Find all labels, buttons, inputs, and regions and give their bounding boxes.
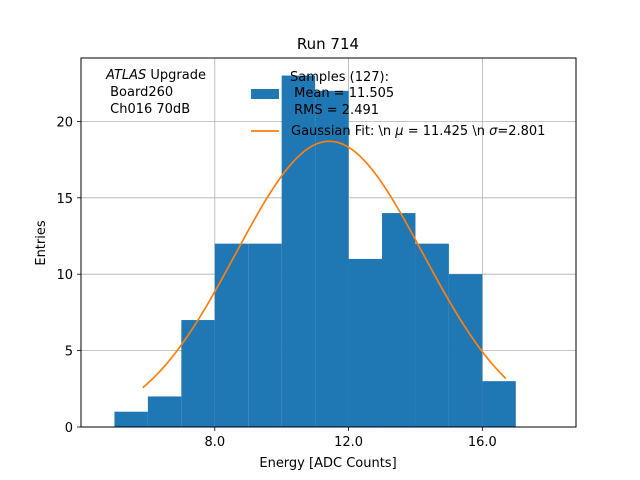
y-tick-label: 10 [56, 268, 73, 283]
legend-samples-swatch [251, 89, 279, 99]
atlas-annotation: ATLAS Upgrade Board260 Ch016 70dB [105, 68, 206, 117]
histogram-bar [114, 411, 148, 427]
legend-fit-mu: μ [394, 124, 403, 139]
axis-ticks: 8.0 12.0 16.0 0 5 10 15 20 [56, 115, 496, 450]
plot-area: 8.0 12.0 16.0 0 5 10 15 20 [56, 57, 577, 450]
y-tick-label: 5 [65, 345, 73, 360]
legend-samples-line-2: Mean = 11.505 [290, 86, 394, 101]
histogram-bar [315, 90, 349, 428]
legend-fit-label: Gaussian Fit: \n μ = 11.425 \n σ=2.801 [291, 124, 545, 139]
annotation-atlas: ATLAS [105, 68, 146, 83]
histogram-bar [214, 243, 249, 427]
y-tick-label: 15 [56, 192, 73, 207]
histogram-bar [181, 320, 215, 427]
histogram-bar [482, 381, 516, 427]
histogram-bar [415, 243, 449, 427]
legend-samples-line-3: RMS = 2.491 [290, 103, 379, 118]
legend-fit-text-b: = 11.425 \n [404, 124, 490, 139]
histogram-bar [448, 274, 483, 427]
annotation-line-3: Ch016 70dB [106, 102, 190, 117]
y-axis-label: Entries [34, 220, 49, 266]
legend-samples-line-1: Samples (127): [290, 70, 389, 85]
y-tick-label: 0 [65, 421, 73, 436]
histogram-bar [382, 213, 416, 427]
x-tick-label: 16.0 [468, 435, 497, 450]
x-tick-label: 8.0 [204, 435, 225, 450]
gaussian-fit-curve [142, 140, 507, 389]
histogram-bars [114, 75, 516, 428]
y-tick-label: 20 [56, 115, 73, 130]
legend-fit-sigma: σ [489, 124, 498, 139]
histogram-bar [281, 75, 316, 428]
x-axis-label: Energy [ADC Counts] [259, 456, 396, 471]
annotation-line-2: Board260 [106, 85, 173, 100]
chart-title: Run 714 [297, 35, 359, 53]
histogram-bar [248, 243, 282, 427]
legend: Samples (127): Mean = 11.505 RMS = 2.491… [251, 70, 545, 139]
annotation-line-1: ATLAS Upgrade [105, 68, 206, 83]
legend-fit-text-a: Gaussian Fit: \n [291, 124, 395, 139]
x-tick-label: 12.0 [334, 435, 363, 450]
legend-fit-text-c: =2.801 [497, 124, 545, 139]
histogram-bar [147, 396, 182, 427]
plot-frame [80, 57, 577, 428]
histogram-bar [348, 258, 383, 427]
annotation-upgrade: Upgrade [146, 68, 206, 83]
